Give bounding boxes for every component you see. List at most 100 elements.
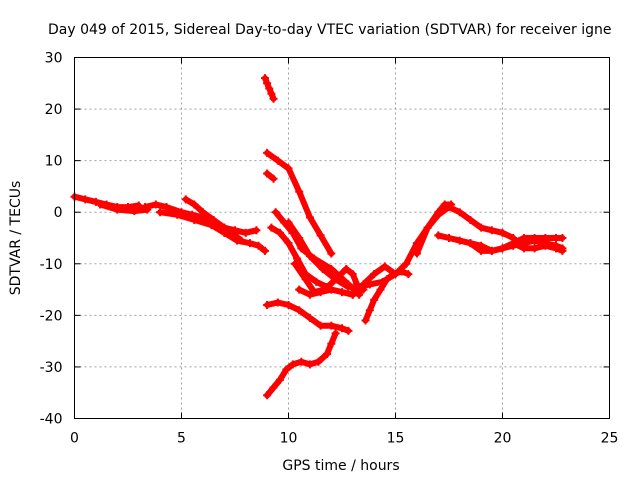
plus-marker xyxy=(282,365,291,374)
plus-marker xyxy=(327,339,336,348)
plus-marker xyxy=(288,360,297,369)
plus-marker xyxy=(209,215,218,224)
plus-marker xyxy=(263,301,272,310)
plus-marker xyxy=(290,259,299,268)
plus-marker xyxy=(263,79,272,88)
x-axis-title: GPS time / hours xyxy=(282,458,399,474)
plus-marker xyxy=(284,301,293,310)
plus-marker xyxy=(245,239,254,248)
plus-marker xyxy=(91,197,100,206)
plus-marker xyxy=(151,200,160,209)
plot-frame xyxy=(74,57,610,419)
plus-marker xyxy=(391,270,400,279)
y-tick-label: 0 xyxy=(54,205,63,221)
y-tick-label: -30 xyxy=(40,360,63,376)
y-tick-label: -20 xyxy=(40,308,63,324)
plus-marker xyxy=(284,218,293,227)
series-arc-14 xyxy=(264,299,352,334)
y-tick-label: 30 xyxy=(45,51,63,67)
plus-marker xyxy=(190,200,199,209)
plus-marker xyxy=(305,360,314,369)
plus-marker xyxy=(352,282,361,291)
plus-marker xyxy=(348,270,357,279)
plus-marker xyxy=(498,228,507,237)
plus-marker xyxy=(263,391,272,400)
plus-marker xyxy=(260,74,269,83)
plus-marker xyxy=(477,223,486,232)
plus-marker xyxy=(284,239,293,248)
plus-marker xyxy=(552,244,560,253)
plus-marker xyxy=(263,148,272,157)
plus-marker xyxy=(327,249,336,258)
plus-marker xyxy=(365,280,374,289)
plus-marker xyxy=(477,246,486,255)
plus-marker xyxy=(173,210,182,219)
plus-marker xyxy=(455,208,464,217)
plus-marker xyxy=(305,313,314,322)
plus-marker xyxy=(338,288,346,297)
plus-marker xyxy=(130,207,139,216)
plus-marker xyxy=(293,254,302,263)
x-tick-label: 0 xyxy=(70,431,79,447)
plus-marker xyxy=(269,383,278,392)
plus-marker xyxy=(365,306,374,315)
plus-marker xyxy=(305,290,314,299)
plus-marker xyxy=(241,228,250,237)
plus-marker xyxy=(455,236,464,245)
plus-marker xyxy=(380,262,389,271)
plus-marker xyxy=(498,244,507,253)
plus-marker xyxy=(156,208,165,217)
plus-marker xyxy=(295,306,304,315)
plus-marker xyxy=(370,270,379,279)
plus-marker xyxy=(423,223,432,232)
plus-marker xyxy=(284,164,293,173)
plus-marker xyxy=(434,231,443,240)
y-tick-label: 20 xyxy=(45,102,63,118)
plus-marker xyxy=(162,203,171,212)
plus-marker xyxy=(466,239,475,248)
plus-marker xyxy=(541,234,550,242)
plus-marker xyxy=(519,244,528,253)
plus-marker xyxy=(509,239,518,248)
plus-marker xyxy=(445,203,453,212)
y-axis-title: SDTVAR / TECUs xyxy=(8,181,24,296)
plus-marker xyxy=(487,226,496,235)
plus-marker xyxy=(260,246,269,255)
plus-marker xyxy=(237,236,246,245)
plus-marker xyxy=(273,156,282,165)
plus-marker xyxy=(181,195,190,204)
plus-marker xyxy=(295,187,304,196)
plus-marker xyxy=(558,246,567,255)
plus-marker xyxy=(530,244,539,253)
plus-marker xyxy=(207,221,216,230)
plus-marker xyxy=(275,375,284,384)
plus-marker xyxy=(269,94,278,103)
plus-marker xyxy=(338,324,346,333)
plus-marker xyxy=(220,223,229,232)
plus-marker xyxy=(314,357,323,366)
plus-marker xyxy=(297,357,306,366)
plus-marker xyxy=(316,321,325,330)
plus-marker xyxy=(348,290,357,299)
x-tick-label: 10 xyxy=(280,431,298,447)
plus-marker xyxy=(316,288,325,297)
plus-marker xyxy=(327,321,336,330)
plus-marker xyxy=(541,241,550,250)
plus-marker xyxy=(318,264,327,273)
axis-ticks: 0 5 10 15 20 25 -40 -30 -20 -10 0 10 20 30 xyxy=(40,51,619,447)
y-tick-label: -10 xyxy=(40,257,63,273)
plus-marker xyxy=(370,295,379,304)
plus-marker xyxy=(198,208,207,217)
grid-lines xyxy=(74,57,610,419)
plus-marker xyxy=(267,223,276,232)
series-arc-18 xyxy=(354,201,455,290)
plus-marker xyxy=(271,208,280,217)
plus-marker xyxy=(305,252,314,261)
plus-marker xyxy=(487,246,496,255)
x-tick-label: 25 xyxy=(601,431,619,447)
x-tick-label: 15 xyxy=(387,431,405,447)
x-tick-label: 5 xyxy=(177,431,186,447)
plus-marker xyxy=(295,285,304,294)
series-arc-19 xyxy=(413,204,517,257)
